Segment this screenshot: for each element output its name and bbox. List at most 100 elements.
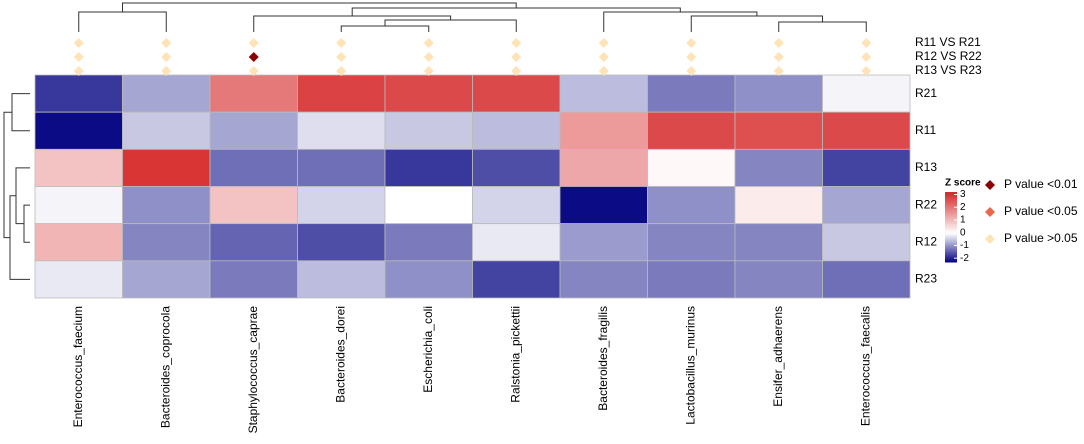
heatmap-cell [647,260,736,299]
heatmap-cell [559,74,648,113]
significance-marker [161,38,172,48]
heatmap-cell [122,148,211,187]
heatmap-cell [384,223,473,262]
colorbar-tick-label: 2 [960,202,966,213]
column-dendrogram [78,2,867,32]
significance-marker [423,66,434,76]
heatmap-cell [384,74,473,113]
heatmap-cell [384,260,473,299]
colorbar-segment [945,239,957,242]
colorbar-segment [945,220,957,223]
colorbar-segment [945,221,957,224]
heatmap-cell [647,111,736,150]
row-label: R11 [915,123,936,137]
heatmap-cell [472,74,561,113]
colorbar-segment [945,223,957,226]
colorbar-segment [945,197,957,200]
heatmap-cell [559,223,648,262]
heatmap-cell [734,148,823,187]
heatmap-cell [472,223,561,262]
heatmap-cell [34,111,123,150]
heatmap-cell [122,260,211,299]
heatmap-cell [122,74,211,113]
row-label: R22 [915,197,937,211]
significance-marker [686,66,697,76]
row-label: R13 [915,160,937,174]
colorbar-segment [945,193,957,196]
heatmap-cell [822,111,911,150]
colorbar-segment [945,225,957,228]
colorbar-tick-label: 1 [960,215,966,226]
significance-marker [511,38,522,48]
colorbar-segment [945,228,957,231]
heatmap-cell [209,148,298,187]
colorbar-segment [945,235,957,238]
colorbar-segment [945,253,957,256]
significance-marker [248,66,259,76]
significance-marker [773,52,784,62]
heatmap-cell [209,223,298,262]
colorbar-segment [945,211,957,214]
colorbar-segment [945,237,957,240]
colorbar-segment [945,195,957,198]
colorbar-segment [945,234,957,237]
colorbar-segment [945,214,957,217]
row-label: R23 [915,272,937,286]
heatmap-cell [297,260,386,299]
significance-marker [336,38,347,48]
colorbar-segment [945,227,957,230]
significance-marker [248,38,259,48]
heatmap-cell [209,111,298,150]
heatmap-cell [822,223,911,262]
heatmap-cell [384,111,473,150]
column-label: Ensifer_adhaerens [771,306,785,407]
colorbar-segment [945,256,957,259]
significance-marker [773,66,784,76]
colorbar-segment [945,216,957,219]
heatmap-cell [734,260,823,299]
significance-marker [773,38,784,48]
legend-marker [985,234,995,244]
legend-marker [985,207,995,217]
heatmap-cell [822,74,911,113]
heatmap-cell [472,111,561,150]
heatmap-cell [472,148,561,187]
significance-marker [73,66,84,76]
heatmap-cell [122,223,211,262]
heatmap-cell [647,223,736,262]
legend-label: P value <0.05 [1004,204,1078,218]
column-label: Bacteroides_fragilis [596,306,610,411]
significance-marker [511,52,522,62]
significance-marker [686,38,697,48]
significance-marker [423,52,434,62]
heatmap-cell [822,186,911,225]
heatmap-cell [472,260,561,299]
significance-marker [598,38,609,48]
significance-marker [73,52,84,62]
column-label: Lactobacillus_murinus [683,306,697,425]
heatmap-cell [822,260,911,299]
colorbar-segment [945,232,957,235]
colorbar-segment [945,246,957,249]
heatmap-cell [209,74,298,113]
colorbar-segment [945,251,957,254]
heatmap-cell [384,186,473,225]
column-label: Ralstonia_pickettii [508,306,522,403]
column-label: Enterococcus_faecalis [858,306,872,426]
colorbar-tick-label: 3 [960,189,966,200]
significance-marker [511,66,522,76]
significance-marker [423,38,434,48]
significance-marker [861,52,872,62]
heatmap-cell [34,186,123,225]
colorbar-segment [945,248,957,251]
column-label: Bacteroides_coprocola [158,306,172,428]
comparison-label: R11 VS R21 [915,35,981,49]
colorbar-segment [945,244,957,247]
heatmap-cell [34,148,123,187]
heatmap-cell [297,74,386,113]
heatmap-cell [297,111,386,150]
heatmap-cell [384,148,473,187]
heatmap-cell [297,223,386,262]
legend-label: P value <0.01 [1004,177,1078,191]
